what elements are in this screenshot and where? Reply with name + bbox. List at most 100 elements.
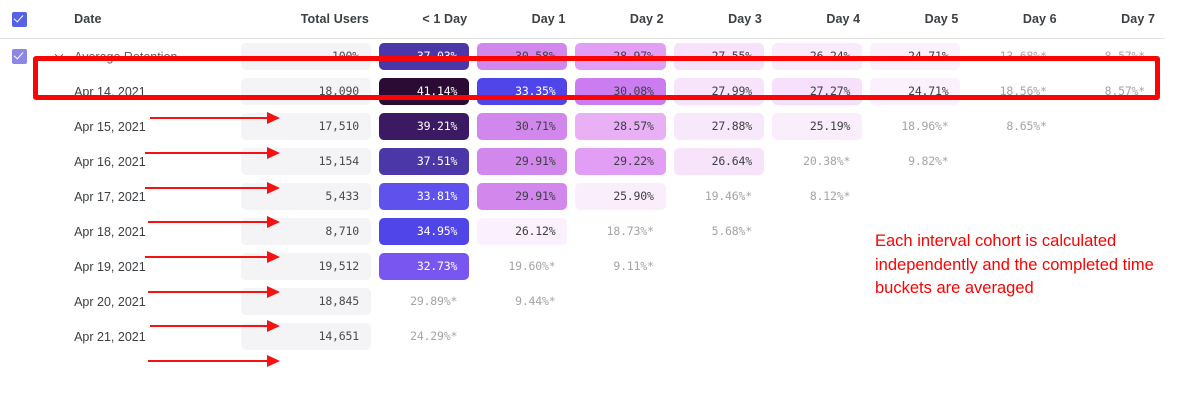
retention-value bbox=[772, 323, 862, 350]
summary-row[interactable]: Average Retention 100% 37.03% 30.58% 28.97% 2… bbox=[0, 39, 1165, 75]
select-all-checkbox[interactable] bbox=[11, 11, 27, 27]
retention-value bbox=[575, 288, 665, 315]
retention-cell: 29.22% bbox=[575, 144, 673, 179]
column-header-day-4[interactable]: Day 4 bbox=[771, 0, 871, 39]
row-date-label: Apr 21, 2021 bbox=[74, 329, 146, 344]
retention-value: 26.64% bbox=[673, 148, 764, 175]
column-header-day-2[interactable]: Day 2 bbox=[575, 0, 674, 39]
total-users-cell: 14,651 bbox=[240, 319, 379, 354]
table-body: Average Retention 100% 37.03% 30.58% 28.97% 2… bbox=[0, 39, 1165, 355]
retention-cell: 8.12%* bbox=[772, 179, 870, 214]
total-users-value: 18,845 bbox=[240, 288, 371, 315]
retention-value bbox=[968, 148, 1058, 175]
retention-value: 28.57% bbox=[575, 113, 666, 140]
retention-cell: 19.60%* bbox=[477, 249, 575, 284]
column-header-day-1[interactable]: Day 1 bbox=[477, 0, 576, 39]
chevron-down-icon[interactable] bbox=[56, 51, 65, 60]
retention-cell: 27.88% bbox=[673, 109, 772, 144]
retention-value: 9.82%* bbox=[908, 154, 949, 168]
retention-value bbox=[1067, 113, 1157, 140]
retention-value: 28.97% bbox=[575, 43, 666, 70]
column-header-date[interactable]: Date bbox=[38, 0, 241, 39]
retention-cell: 29.89%* bbox=[379, 284, 477, 319]
retention-value: 9.11%* bbox=[613, 259, 654, 273]
total-users-value: 14,651 bbox=[240, 323, 371, 350]
table-row[interactable]: Apr 19, 2021 19,512 32.73% 19.60%* 9.11%* bbox=[0, 249, 1165, 284]
row-date-cell: Average Retention bbox=[38, 39, 241, 75]
retention-cell bbox=[772, 214, 870, 249]
table-row[interactable]: Apr 20, 2021 18,845 29.89%* 9.44%* bbox=[0, 284, 1165, 319]
retention-value bbox=[968, 253, 1058, 280]
header-row: Date Total Users < 1 Day Day 1 Day 2 Day… bbox=[0, 0, 1165, 39]
retention-cell: 30.58% bbox=[477, 39, 575, 75]
row-date-cell: Apr 14, 2021 bbox=[38, 74, 241, 109]
retention-value: 24.71% bbox=[870, 43, 961, 70]
retention-value: 27.27% bbox=[771, 78, 863, 105]
retention-cell bbox=[870, 249, 968, 284]
retention-value: 30.08% bbox=[575, 78, 666, 105]
column-header-day-5[interactable]: Day 5 bbox=[870, 0, 969, 39]
table-row[interactable]: Apr 17, 2021 5,433 33.81% 29.91% 25.90% 19.46… bbox=[0, 179, 1165, 214]
total-users-value: 19,512 bbox=[240, 253, 371, 280]
row-date-cell: Apr 15, 2021 bbox=[38, 109, 241, 144]
retention-value bbox=[1067, 148, 1157, 175]
row-checkbox-cell bbox=[0, 179, 38, 214]
row-checkbox-cell bbox=[0, 74, 38, 109]
retention-value bbox=[674, 253, 764, 280]
retention-value: 41.14% bbox=[378, 78, 470, 105]
retention-value bbox=[575, 323, 665, 350]
retention-cell bbox=[575, 284, 673, 319]
retention-value: 8.57%* bbox=[1104, 84, 1146, 98]
retention-value: 19.46%* bbox=[704, 189, 752, 203]
table-row[interactable]: Apr 16, 2021 15,154 37.51% 29.91% 29.22% 26.6… bbox=[0, 144, 1165, 179]
retention-value: 27.55% bbox=[673, 43, 764, 70]
retention-value: 20.38%* bbox=[803, 154, 851, 168]
retention-cell bbox=[870, 319, 968, 354]
retention-value bbox=[968, 288, 1058, 315]
total-users-value: 5,433 bbox=[240, 183, 371, 210]
column-header-day-6[interactable]: Day 6 bbox=[968, 0, 1067, 39]
row-checkbox-cell bbox=[0, 109, 38, 144]
retention-value: 5.68%* bbox=[711, 224, 753, 238]
retention-cell: 30.08% bbox=[575, 74, 673, 109]
retention-cell: 8.57%* bbox=[1067, 74, 1165, 109]
retention-cell: 30.71% bbox=[477, 109, 575, 144]
column-header-day-3[interactable]: Day 3 bbox=[673, 0, 772, 39]
retention-value: 29.89%* bbox=[410, 294, 458, 308]
row-checkbox[interactable] bbox=[11, 49, 27, 65]
retention-value: 18.96%* bbox=[901, 119, 949, 133]
table-row[interactable]: Apr 15, 2021 17,510 39.21% 30.71% 28.57% 27.8… bbox=[0, 109, 1165, 144]
row-date-label: Apr 19, 2021 bbox=[74, 259, 146, 274]
table-row[interactable]: Apr 18, 2021 8,710 34.95% 26.12% 18.73%* 5.68… bbox=[0, 214, 1165, 249]
retention-cell: 26.64% bbox=[673, 144, 772, 179]
column-header-less-1-day[interactable]: < 1 Day bbox=[378, 0, 478, 39]
retention-value bbox=[870, 253, 960, 280]
retention-value: 25.90% bbox=[575, 183, 666, 210]
table-row[interactable]: Apr 21, 2021 14,651 24.29%* bbox=[0, 319, 1165, 354]
retention-cell: 24.29%* bbox=[379, 319, 477, 354]
column-header-total-users[interactable]: Total Users bbox=[240, 0, 379, 39]
row-checkbox-cell bbox=[0, 214, 38, 249]
retention-cell: 9.82%* bbox=[870, 144, 968, 179]
row-date-label: Apr 20, 2021 bbox=[74, 294, 146, 309]
total-users-value: 18,090 bbox=[240, 78, 371, 105]
retention-cell bbox=[870, 284, 968, 319]
retention-value: 8.12%* bbox=[809, 189, 851, 203]
retention-value bbox=[1067, 323, 1157, 350]
row-checkbox-cell bbox=[0, 39, 38, 75]
row-date-label: Apr 16, 2021 bbox=[74, 154, 146, 169]
retention-value: 26.24% bbox=[771, 43, 863, 70]
column-header-day-7[interactable]: Day 7 bbox=[1066, 0, 1165, 39]
retention-value: 24.29%* bbox=[410, 329, 458, 343]
retention-cell bbox=[772, 319, 870, 354]
retention-cell: 8.65%* bbox=[968, 109, 1066, 144]
retention-value: 27.88% bbox=[673, 113, 764, 140]
retention-cell bbox=[1067, 109, 1165, 144]
retention-cell: 25.90% bbox=[575, 179, 673, 214]
cohort-retention-table: Date Total Users < 1 Day Day 1 Day 2 Day… bbox=[0, 0, 1165, 354]
retention-cell bbox=[870, 214, 968, 249]
retention-value bbox=[1067, 288, 1157, 315]
table-row[interactable]: Apr 14, 2021 18,090 41.14% 33.35% 30.08% 27.9… bbox=[0, 74, 1165, 109]
retention-value: 18.73%* bbox=[606, 224, 654, 238]
